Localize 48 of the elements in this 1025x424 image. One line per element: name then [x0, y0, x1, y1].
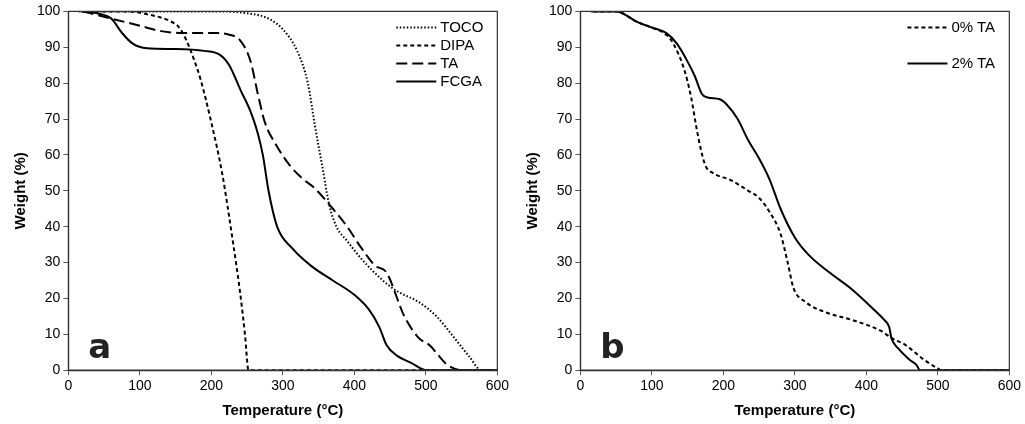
y-tick-label: 50	[44, 181, 61, 198]
legend-label: TA	[440, 53, 459, 71]
y-tick-label: 90	[44, 38, 61, 55]
y-tick-label: 40	[44, 217, 61, 234]
y-tick-label: 80	[556, 74, 573, 91]
annotation: b	[600, 326, 625, 367]
x-axis-title: Temperature (°C)	[734, 401, 856, 419]
y-tick-label: 10	[556, 325, 573, 342]
x-axis-title: Temperature (°C)	[222, 401, 344, 419]
y-tick-label: 30	[44, 253, 61, 270]
y-tick-label: 60	[44, 145, 61, 162]
x-tick-label: 0	[576, 377, 585, 394]
y-tick-label: 30	[556, 253, 573, 270]
x-tick-label: 500	[926, 377, 950, 394]
x-tick-label: 600	[485, 377, 510, 394]
y-tick-label: 70	[556, 109, 573, 126]
y-tick-label: 80	[44, 74, 61, 91]
x-tick-label: 100	[640, 377, 664, 394]
y-axis-title: Weight (%)	[523, 152, 541, 230]
x-tick-label: 100	[128, 377, 152, 394]
y-tick-label: 10	[44, 325, 61, 342]
x-tick-label: 300	[271, 377, 295, 394]
legend-label: TOCO	[440, 17, 484, 35]
x-tick-label: 200	[199, 377, 224, 394]
y-tick-label: 50	[556, 181, 573, 198]
x-tick-label: 500	[414, 377, 438, 394]
x-tick-label: 300	[783, 377, 807, 394]
y-tick-label: 100	[549, 2, 573, 19]
legend-label: 0% TA	[951, 17, 996, 35]
y-tick-label: 100	[37, 2, 61, 19]
y-tick-label: 70	[44, 109, 61, 126]
legend-label: FCGA	[440, 71, 482, 89]
y-tick-label: 0	[564, 361, 573, 378]
x-tick-label: 0	[64, 377, 73, 394]
legend-label: DIPA	[440, 35, 475, 53]
y-tick-label: 60	[556, 145, 573, 162]
x-tick-label: 600	[997, 377, 1022, 394]
y-tick-label: 40	[556, 217, 573, 234]
y-axis-title: Weight (%)	[11, 152, 29, 230]
x-tick-label: 400	[854, 377, 879, 394]
y-tick-label: 0	[52, 361, 61, 378]
y-tick-label: 20	[44, 289, 61, 306]
x-tick-label: 400	[342, 377, 367, 394]
annotation: a	[88, 326, 112, 367]
legend-label: 2% TA	[951, 53, 996, 71]
x-tick-label: 200	[711, 377, 736, 394]
y-tick-label: 20	[556, 289, 573, 306]
y-tick-label: 90	[556, 38, 573, 55]
